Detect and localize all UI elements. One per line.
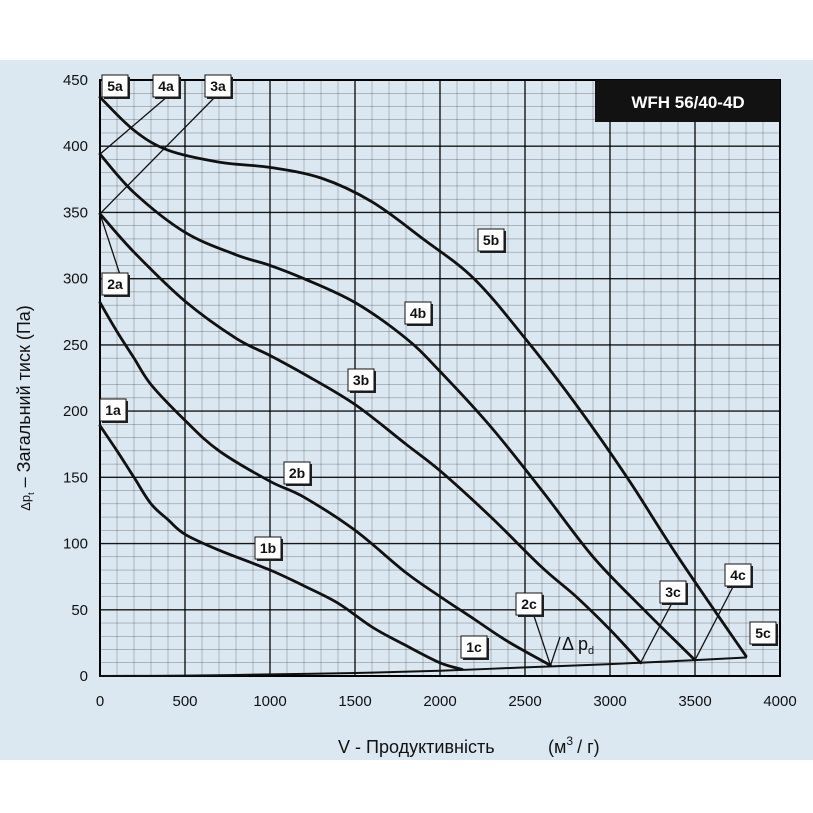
curve-label-box bbox=[515, 592, 543, 616]
curve-label-text: 1a bbox=[105, 402, 121, 418]
dp-label-sub: d bbox=[588, 645, 594, 657]
curve-label-5a: 5a bbox=[101, 74, 130, 99]
curve-label-box bbox=[99, 398, 127, 422]
x-tick-label: 2500 bbox=[508, 693, 541, 710]
leader-line bbox=[549, 636, 561, 666]
model-title: WFH 56/40-4D bbox=[595, 80, 780, 122]
y-tick-label: 250 bbox=[63, 337, 88, 354]
curve-label-box bbox=[152, 74, 180, 98]
x-tick-label: 1000 bbox=[253, 693, 286, 710]
curve-label-text: 5b bbox=[483, 232, 499, 248]
curve-label-5c: 5c bbox=[749, 621, 778, 646]
y-axis-title-sub: t bbox=[26, 492, 36, 495]
series-line-dynamic-pressure bbox=[99, 656, 747, 677]
series-line-4 bbox=[98, 152, 697, 662]
x-tick-label: 3500 bbox=[678, 693, 711, 710]
curve-label-5b: 5b bbox=[477, 228, 506, 253]
curve-label-text: 4a bbox=[158, 78, 174, 94]
x-tick-label: 4000 bbox=[763, 693, 796, 710]
curve-label-text: 4b bbox=[410, 305, 426, 321]
minor-grid bbox=[100, 80, 780, 676]
curve-label-box bbox=[724, 563, 752, 587]
y-tick-label: 0 bbox=[80, 668, 88, 685]
curve-label-2b: 2b bbox=[283, 461, 312, 486]
curve-label-text: 2c bbox=[521, 596, 537, 612]
curve-label-1a: 1a bbox=[99, 398, 128, 423]
leader-line bbox=[99, 95, 169, 155]
series-line-5 bbox=[98, 95, 748, 658]
curve-label-box bbox=[283, 461, 311, 485]
curve-label-box bbox=[347, 368, 375, 392]
curve-label-3a: 3a bbox=[204, 74, 233, 99]
curve-label-1c: 1c bbox=[460, 635, 489, 660]
series-line-2 bbox=[98, 301, 552, 667]
curve-label-text: 3c bbox=[665, 584, 681, 600]
curve-label-4a: 4a bbox=[152, 74, 181, 99]
plot-frame bbox=[99, 79, 781, 677]
curve-label-box bbox=[749, 621, 777, 645]
y-axis-title-text: – Загальний тиск (Па) bbox=[14, 305, 34, 492]
y-tick-label: 450 bbox=[63, 72, 88, 89]
y-tick-label: 100 bbox=[63, 536, 88, 553]
y-tick-label: 150 bbox=[63, 469, 88, 486]
leader-line bbox=[99, 95, 217, 215]
y-axis-title: Δpt – Загальний тиск (Па) bbox=[14, 305, 36, 511]
model-title-text: WFH 56/40-4D bbox=[631, 93, 744, 112]
x-axis-unit: (м3 / г) bbox=[548, 734, 600, 757]
curve-label-box bbox=[404, 301, 432, 325]
y-tick-label: 300 bbox=[63, 271, 88, 288]
curve-label-text: 2a bbox=[107, 276, 123, 292]
curve-label-3c: 3c bbox=[659, 580, 688, 605]
curve-label-text: 1b bbox=[260, 540, 276, 556]
curve-label-1b: 1b bbox=[254, 536, 283, 561]
x-tick-label: 2000 bbox=[423, 693, 456, 710]
curve-label-box bbox=[254, 536, 282, 560]
x-axis-unit-sup: 3 bbox=[566, 734, 573, 748]
y-tick-label: 50 bbox=[71, 602, 88, 619]
x-axis-unit-main: (м bbox=[548, 737, 566, 757]
curve-label-box bbox=[101, 74, 129, 98]
curve-label-box bbox=[204, 74, 232, 98]
curve-label-box bbox=[460, 635, 488, 659]
y-tick-labels: 0 50 100 150 200 250 300 350 400 450 bbox=[63, 72, 88, 685]
x-tick-label: 3000 bbox=[593, 693, 626, 710]
leader-line bbox=[694, 582, 736, 661]
x-tick-labels: 0 500 1000 1500 2000 2500 3000 3500 4000 bbox=[96, 693, 797, 710]
model-title-box bbox=[595, 80, 780, 122]
curve-label-text: 3b bbox=[353, 372, 369, 388]
y-tick-label: 200 bbox=[63, 403, 88, 420]
curve-label-text: 3a bbox=[210, 78, 226, 94]
curve-label-2a: 2a bbox=[101, 272, 130, 297]
curve-label-4b: 4b bbox=[404, 301, 433, 326]
x-axis-title: V - Продуктивність bbox=[338, 737, 495, 757]
curve-label-text: 2b bbox=[289, 465, 305, 481]
x-tick-label: 1500 bbox=[338, 693, 371, 710]
x-axis-unit-end: / г) bbox=[577, 737, 600, 757]
series-line-3 bbox=[98, 212, 642, 665]
leader-line bbox=[532, 612, 552, 666]
curve-label-3b: 3b bbox=[347, 368, 376, 393]
curve-label-box bbox=[477, 228, 505, 252]
y-axis-title-prefix: Δp bbox=[18, 495, 33, 511]
series-line-1 bbox=[98, 424, 464, 671]
curves bbox=[98, 95, 748, 677]
curve-label-2c: 2c bbox=[515, 592, 544, 617]
y-tick-label: 400 bbox=[63, 138, 88, 155]
leader-line bbox=[640, 600, 674, 664]
curve-label-text: 4c bbox=[730, 567, 746, 583]
curve-label-text: 5a bbox=[107, 78, 123, 94]
curve-label-box bbox=[101, 272, 129, 296]
curve-labels: 5a 4a 3a 2a 1a 5b 4b 3b 2b 1b 1c 2c 3c 4c 5c bbox=[99, 74, 778, 660]
curve-label-text: 1c bbox=[466, 639, 482, 655]
dp-label-main: Δ p bbox=[562, 634, 588, 654]
dp-label: Δ pd bbox=[562, 634, 594, 657]
x-tick-label: 500 bbox=[172, 693, 197, 710]
x-tick-label: 0 bbox=[96, 693, 104, 710]
y-tick-label: 350 bbox=[63, 204, 88, 221]
curve-label-4c: 4c bbox=[724, 563, 753, 588]
curve-label-box bbox=[659, 580, 687, 604]
curve-label-text: 5c bbox=[755, 625, 771, 641]
